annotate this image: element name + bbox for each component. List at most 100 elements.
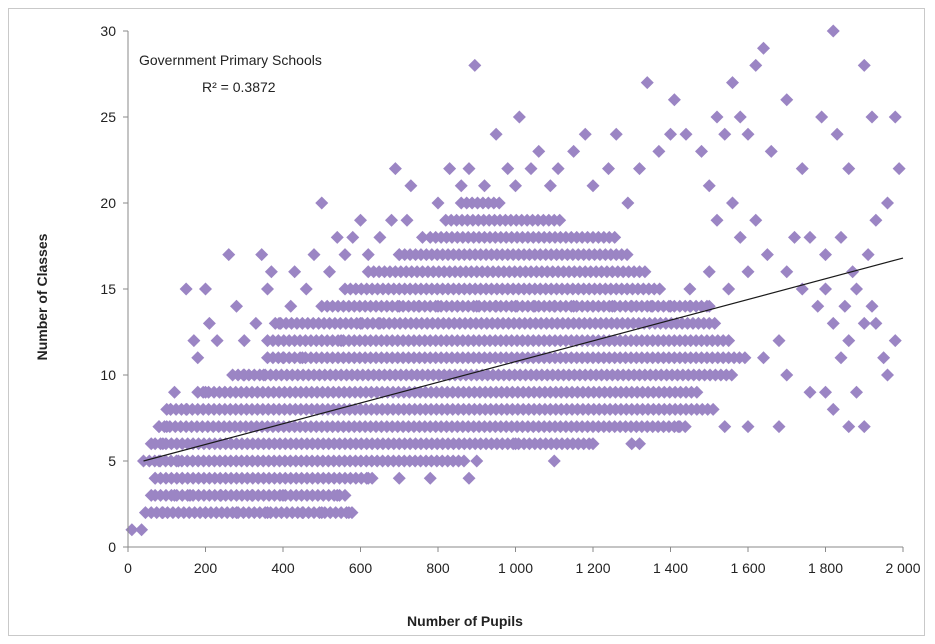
data-point: [202, 316, 216, 330]
data-point: [861, 248, 875, 262]
data-point: [877, 351, 891, 365]
data-point: [586, 179, 600, 193]
data-point: [489, 299, 503, 313]
data-point: [199, 506, 212, 520]
data-point: [888, 334, 902, 348]
data-point: [547, 299, 561, 313]
data-point: [152, 420, 166, 434]
data-point: [135, 523, 149, 537]
data-point: [842, 162, 856, 176]
data-point: [764, 144, 778, 158]
data-point: [683, 282, 697, 296]
x-tick-label: 2 000: [885, 560, 920, 576]
data-point: [826, 316, 840, 330]
data-point: [718, 127, 732, 141]
data-point: [338, 248, 352, 262]
data-point: [138, 506, 152, 520]
data-point: [772, 420, 786, 434]
data-point: [881, 196, 894, 210]
data-point: [702, 265, 716, 279]
data-point: [644, 299, 658, 313]
data-point: [608, 230, 622, 244]
data-markers: [125, 24, 906, 537]
data-point: [470, 454, 484, 468]
data-point: [625, 437, 639, 451]
data-point: [462, 162, 476, 176]
data-point: [678, 420, 692, 434]
data-point: [881, 368, 894, 382]
x-axis-ticks: 0 200 400 600 800 1 000 1 200 1 400 1 600 1 800 2 …: [124, 547, 921, 576]
data-point: [722, 334, 736, 348]
data-point: [179, 402, 193, 416]
data-point: [640, 76, 654, 90]
data-point: [354, 213, 367, 227]
data-point: [679, 127, 693, 141]
data-point: [865, 110, 879, 124]
x-tick-label: 1 600: [730, 560, 765, 576]
x-tick-label: 1 400: [653, 560, 688, 576]
data-point: [284, 299, 298, 313]
x-tick-label: 1 800: [808, 560, 843, 576]
data-point: [815, 110, 829, 124]
data-point: [757, 41, 770, 55]
y-tick-label: 15: [100, 281, 116, 297]
data-point: [342, 506, 356, 520]
data-point: [509, 437, 522, 451]
data-point: [741, 127, 755, 141]
data-point: [257, 368, 271, 382]
data-point: [261, 506, 274, 520]
data-point: [323, 265, 336, 279]
data-point: [838, 299, 852, 313]
data-point: [509, 179, 522, 193]
data-point: [826, 402, 840, 416]
data-point: [690, 385, 704, 399]
data-point: [652, 144, 666, 158]
data-point: [749, 213, 763, 227]
data-point: [264, 265, 278, 279]
data-point: [811, 299, 825, 313]
data-point: [392, 471, 406, 485]
annotation-line1: Government Primary Schools: [139, 52, 322, 68]
data-point: [214, 488, 228, 502]
y-tick-label: 30: [100, 23, 116, 39]
data-point: [315, 506, 329, 520]
data-point: [354, 316, 367, 330]
data-point: [392, 299, 406, 313]
x-tick-label: 1 000: [498, 560, 533, 576]
data-point: [749, 58, 763, 72]
data-point: [788, 230, 801, 244]
data-point: [857, 420, 871, 434]
data-point: [492, 196, 506, 210]
data-point: [144, 437, 158, 451]
y-tick-label: 10: [100, 367, 116, 383]
data-point: [276, 351, 290, 365]
data-point: [803, 385, 817, 399]
data-point: [551, 162, 565, 176]
data-point: [609, 127, 623, 141]
data-point: [168, 385, 181, 399]
data-point: [392, 248, 406, 262]
data-point: [710, 110, 724, 124]
data-point: [757, 351, 770, 365]
data-point: [819, 385, 832, 399]
data-point: [156, 506, 170, 520]
data-point: [733, 110, 747, 124]
data-point: [144, 488, 158, 502]
data-point: [431, 196, 445, 210]
data-point: [547, 454, 561, 468]
data-point: [850, 385, 863, 399]
data-point: [416, 230, 429, 244]
data-point: [543, 179, 557, 193]
data-point: [245, 488, 259, 502]
data-point: [168, 488, 181, 502]
data-point: [249, 316, 263, 330]
data-point: [183, 488, 197, 502]
data-point: [509, 299, 522, 313]
data-point: [578, 127, 592, 141]
data-point: [722, 282, 736, 296]
data-point: [470, 299, 484, 313]
data-point: [826, 24, 840, 38]
data-point: [489, 127, 503, 141]
data-point: [633, 162, 646, 176]
data-point: [160, 420, 174, 434]
